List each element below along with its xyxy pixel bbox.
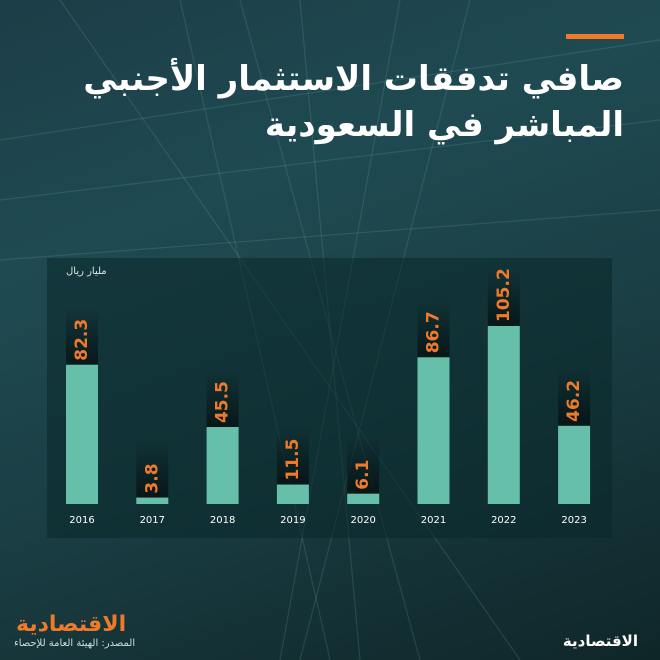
x-tick-label-2017: 2017 <box>140 515 165 526</box>
value-label-2022: 105.2 <box>494 268 514 322</box>
chart-title: صافي تدفقات الاستثمار الأجنبي المباشر في… <box>44 56 624 148</box>
bar-2022 <box>487 326 520 504</box>
value-label-shade <box>136 439 169 498</box>
source-note: المصدر: الهيئة العامة للإحصاء <box>14 638 136 649</box>
brand-logo-right: الاقتصادية <box>562 632 638 650</box>
value-label-shade <box>206 369 239 428</box>
x-tick-label-2022: 2022 <box>491 515 516 526</box>
x-tick-label-2019: 2019 <box>280 515 305 526</box>
bar-2021 <box>417 357 450 504</box>
value-label-2016: 82.3 <box>72 319 92 361</box>
bar-2017 <box>136 497 169 504</box>
value-label-shade <box>276 426 309 485</box>
bar-2020 <box>347 493 380 504</box>
value-label-shade <box>487 268 520 326</box>
value-label-2021: 86.7 <box>424 311 444 353</box>
value-label-shade <box>66 306 98 365</box>
x-tick-label-2021: 2021 <box>421 515 446 526</box>
bar-2016 <box>66 364 98 504</box>
value-label-shade <box>558 367 591 426</box>
y-axis-unit-label: مليار ريال <box>66 266 107 277</box>
bar-2018 <box>206 427 239 504</box>
bar-2023 <box>558 425 591 504</box>
value-label-2018: 45.5 <box>213 381 233 423</box>
value-label-shade <box>347 435 380 494</box>
value-label-2019: 11.5 <box>283 439 303 481</box>
x-tick-label-2020: 2020 <box>350 515 375 526</box>
x-tick-label-2023: 2023 <box>561 515 586 526</box>
title-line-2: المباشر في السعودية <box>264 105 624 145</box>
x-tick-label-2018: 2018 <box>210 515 235 526</box>
title-accent-bar <box>566 34 624 39</box>
x-tick-label-2016: 2016 <box>69 515 94 526</box>
value-label-shade <box>417 299 450 358</box>
bar-2019 <box>276 484 309 504</box>
value-label-2017: 3.8 <box>142 463 162 493</box>
brand-logo-left: الاقتصادية <box>16 612 127 637</box>
title-line-1: صافي تدفقات الاستثمار الأجنبي <box>83 59 624 99</box>
value-label-2023: 46.2 <box>564 380 584 422</box>
value-label-2020: 6.1 <box>353 460 373 490</box>
